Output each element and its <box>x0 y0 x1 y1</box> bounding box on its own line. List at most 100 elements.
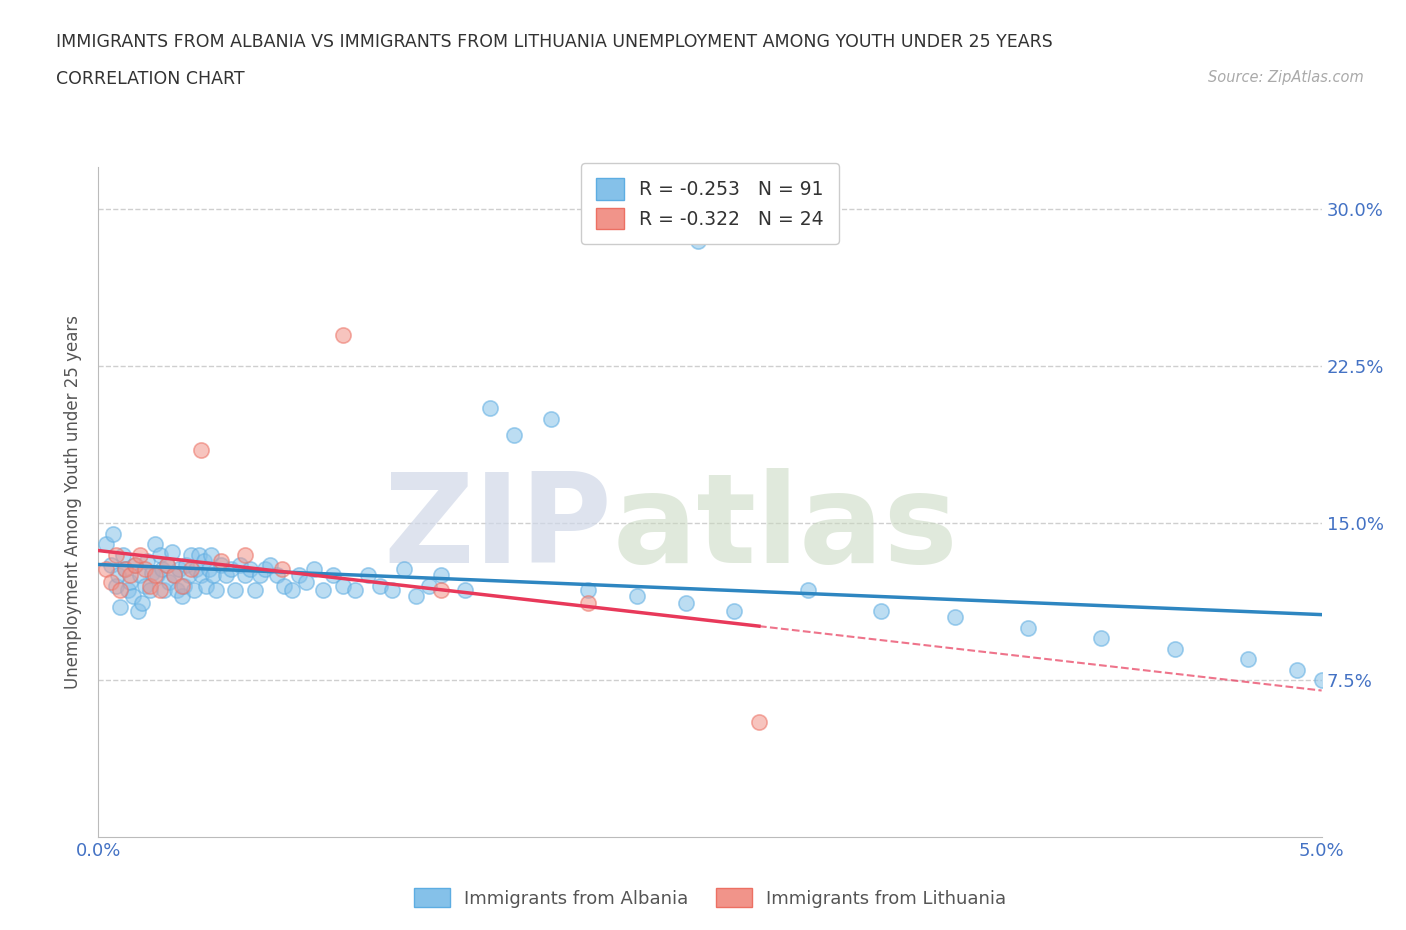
Point <box>129 568 152 583</box>
Point <box>540 411 562 426</box>
Point <box>209 558 232 573</box>
Point <box>139 578 162 593</box>
Point <box>270 562 292 577</box>
Point <box>1164 642 1187 657</box>
Point <box>243 582 266 598</box>
Point <box>160 545 183 560</box>
Text: Source: ZipAtlas.com: Source: ZipAtlas.com <box>1208 70 1364 85</box>
Point <box>1237 652 1260 667</box>
Point <box>626 589 648 604</box>
Point <box>170 589 193 604</box>
Point <box>190 443 212 458</box>
Point <box>239 562 262 577</box>
Point <box>332 578 354 593</box>
Point <box>503 428 526 443</box>
Point <box>167 562 190 577</box>
Point <box>117 582 139 598</box>
Point <box>1017 620 1039 635</box>
Point <box>176 558 198 573</box>
Point <box>233 547 256 562</box>
Point <box>478 401 501 416</box>
Point <box>166 582 188 598</box>
Point <box>312 582 335 598</box>
Point <box>249 568 271 583</box>
Point <box>288 568 311 583</box>
Point <box>163 568 186 583</box>
Point <box>214 568 236 583</box>
Point <box>200 547 222 562</box>
Point <box>100 575 122 590</box>
Point <box>381 582 404 598</box>
Point <box>163 568 186 583</box>
Point <box>173 578 195 593</box>
Point <box>295 575 318 590</box>
Point <box>94 537 117 551</box>
Point <box>686 233 709 248</box>
Point <box>266 568 288 583</box>
Point <box>1286 662 1309 677</box>
Point <box>748 714 770 729</box>
Point <box>205 582 228 598</box>
Point <box>180 547 202 562</box>
Point <box>94 562 117 577</box>
Point <box>139 582 162 598</box>
Point <box>302 562 325 577</box>
Point <box>190 568 212 583</box>
Point <box>110 582 132 598</box>
Point <box>229 558 252 573</box>
Point <box>129 547 152 562</box>
Point <box>197 562 219 577</box>
Point <box>153 582 176 598</box>
Point <box>280 582 302 598</box>
Point <box>124 558 146 573</box>
Point <box>114 562 136 577</box>
Point <box>120 575 142 590</box>
Point <box>110 600 132 615</box>
Point <box>193 553 215 568</box>
Point <box>180 562 202 577</box>
Point <box>149 582 172 598</box>
Legend: Immigrants from Albania, Immigrants from Lithuania: Immigrants from Albania, Immigrants from… <box>406 882 1014 915</box>
Point <box>943 610 966 625</box>
Point <box>124 558 146 573</box>
Point <box>1090 631 1112 645</box>
Point <box>322 568 344 583</box>
Y-axis label: Unemployment Among Youth under 25 years: Unemployment Among Youth under 25 years <box>65 315 83 689</box>
Text: atlas: atlas <box>612 469 957 590</box>
Point <box>259 558 281 573</box>
Point <box>136 553 159 568</box>
Point <box>104 547 127 562</box>
Point <box>187 547 209 562</box>
Point <box>430 568 453 583</box>
Point <box>418 578 440 593</box>
Point <box>104 578 127 593</box>
Point <box>111 547 134 562</box>
Point <box>127 604 149 618</box>
Point <box>273 578 295 593</box>
Point <box>209 553 232 568</box>
Point <box>149 547 172 562</box>
Point <box>157 575 180 590</box>
Point <box>156 558 179 573</box>
Point <box>143 537 166 551</box>
Point <box>344 582 367 598</box>
Point <box>146 568 169 583</box>
Point <box>576 595 599 610</box>
Point <box>224 582 246 598</box>
Point <box>186 562 208 577</box>
Point <box>253 562 276 577</box>
Point <box>100 558 122 573</box>
Point <box>121 589 143 604</box>
Point <box>114 562 136 577</box>
Point <box>219 562 242 577</box>
Point <box>183 582 205 598</box>
Point <box>202 568 225 583</box>
Point <box>141 565 163 580</box>
Text: IMMIGRANTS FROM ALBANIA VS IMMIGRANTS FROM LITHUANIA UNEMPLOYMENT AMONG YOUTH UN: IMMIGRANTS FROM ALBANIA VS IMMIGRANTS FR… <box>56 33 1053 50</box>
Point <box>233 568 256 583</box>
Point <box>1310 672 1333 687</box>
Point <box>576 582 599 598</box>
Point <box>430 582 453 598</box>
Point <box>107 568 129 583</box>
Point <box>797 582 820 598</box>
